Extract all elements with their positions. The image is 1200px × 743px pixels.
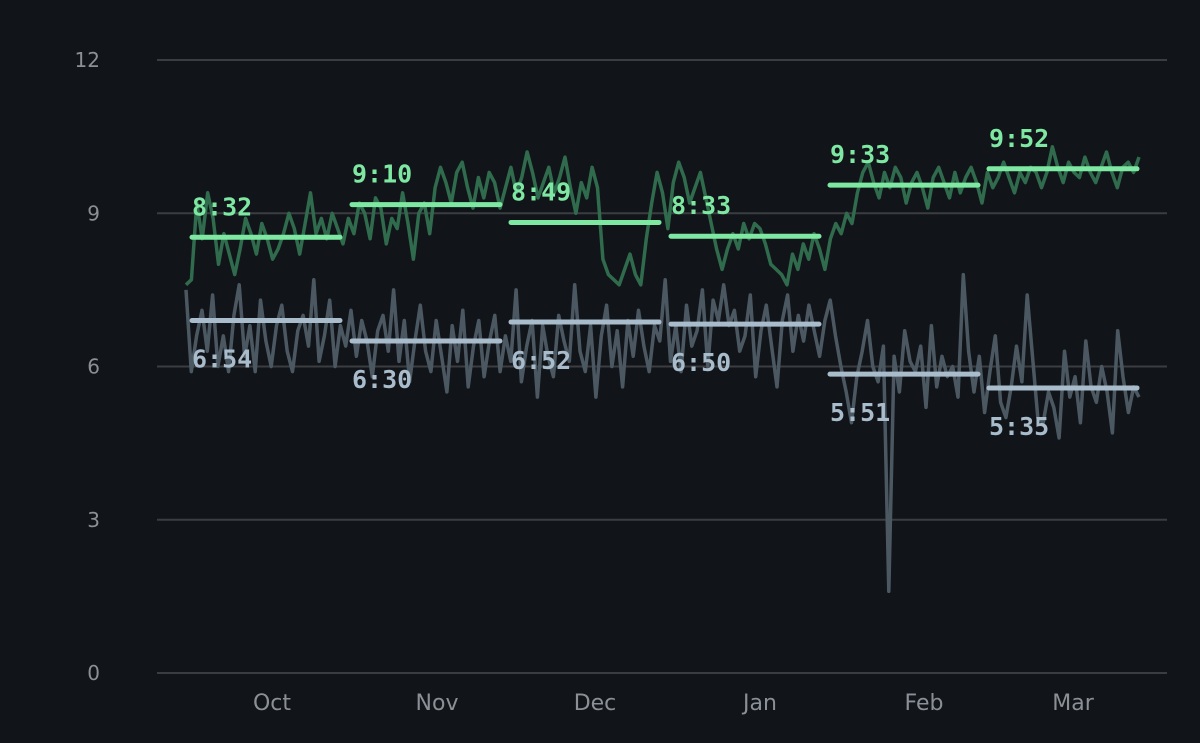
grid-layer: [157, 59, 1167, 674]
x-tick-label-feb: Feb: [905, 691, 944, 716]
gray-average-label-jan: 6:50: [671, 348, 731, 377]
y-tick-label-0: 0: [87, 661, 100, 685]
y-tick-label-12: 12: [75, 48, 100, 72]
green-average-label-oct: 8:32: [192, 192, 252, 221]
y-tick-label-9: 9: [87, 201, 100, 225]
gray-series-line: [184, 272, 1141, 594]
x-tick-label-oct: Oct: [253, 691, 291, 716]
gray-average-label-mar: 5:35: [989, 412, 1049, 441]
gray-average-label-nov: 6:30: [352, 365, 412, 394]
x-tick-label-mar: Mar: [1052, 691, 1094, 716]
gray-average-label-oct: 6:54: [192, 345, 252, 374]
x-tick-label-dec: Dec: [574, 691, 617, 716]
green-average-label-mar: 9:52: [989, 124, 1049, 153]
green-series-line: [184, 145, 1141, 287]
x-tick-label-nov: Nov: [416, 691, 459, 716]
y-tick-label-6: 6: [87, 355, 100, 379]
green-average-label-nov: 9:10: [352, 160, 412, 189]
gray-average-label-feb: 5:51: [830, 398, 890, 427]
average-layer: 8:32 6:54 9:10 6:30 8:49 6:52 8:33 6:50 9:33 5:51…: [189, 124, 1140, 441]
x-axis-ticks: Oct Nov Dec Jan Feb Mar: [253, 691, 1095, 716]
green-average-label-dec: 8:49: [511, 177, 571, 206]
x-tick-label-jan: Jan: [741, 691, 777, 716]
gray-average-label-dec: 6:52: [511, 346, 571, 375]
y-tick-label-3: 3: [87, 508, 100, 532]
y-axis-ticks: 0 3 6 9 12: [75, 48, 100, 685]
green-average-label-jan: 8:33: [671, 191, 731, 220]
green-average-label-feb: 9:33: [830, 140, 890, 169]
series-layer: [184, 145, 1141, 594]
